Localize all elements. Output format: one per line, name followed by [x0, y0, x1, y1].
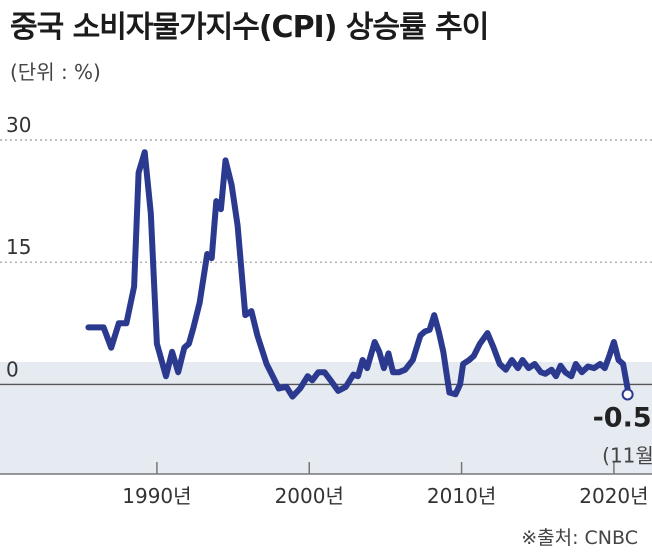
last-point-marker — [621, 388, 634, 401]
source-note: ※출처: CNBC — [521, 527, 638, 549]
x-tick-label: 1990년 — [122, 484, 191, 508]
y-tick-label: 0 — [6, 357, 19, 381]
x-tick-label: 2000년 — [275, 484, 344, 508]
last-value-label: -0.5 — [593, 402, 652, 433]
negative-region-shading — [0, 362, 652, 474]
grid-layer — [0, 139, 652, 386]
cpi-series-line — [85, 149, 631, 400]
y-tick-labels: 30 15 0 — [6, 113, 31, 381]
unit-label: (단위 : %) — [10, 60, 101, 84]
x-tick-label: 2010년 — [427, 484, 496, 508]
x-ticks: 1990년 2000년 2010년 2020년 — [122, 462, 649, 508]
y-tick-label: 15 — [6, 235, 31, 259]
last-date-label: (11월) — [602, 443, 652, 467]
x-tick-label: 2020년 — [579, 484, 648, 508]
chart-title: 중국 소비자물가지수(CPI) 상승률 추이 — [10, 10, 489, 45]
y-tick-label: 30 — [6, 113, 31, 137]
